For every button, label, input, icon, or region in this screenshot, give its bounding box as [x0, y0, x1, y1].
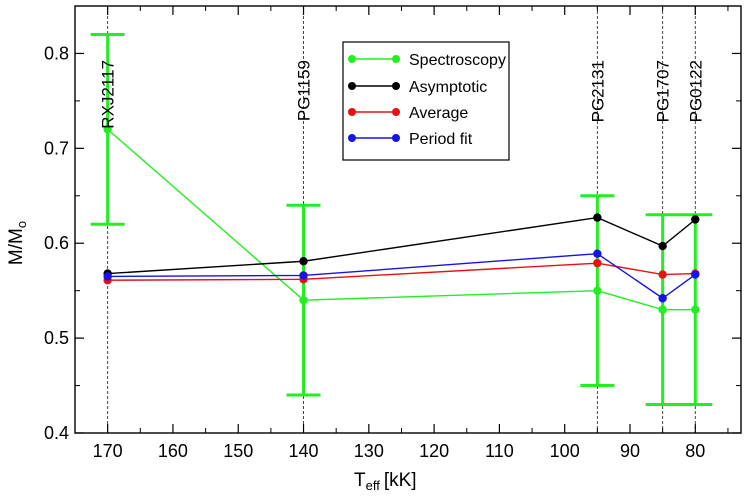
series-asymptotic: [103, 213, 700, 278]
x-tick-label: 80: [685, 441, 705, 461]
y-tick-label: 0.7: [44, 138, 69, 158]
y-axis-title-sub: o: [14, 221, 29, 228]
y-tick-label: 0.6: [44, 233, 69, 253]
x-axis-title-main: T: [354, 470, 366, 491]
y-axis-title: M/Mo: [6, 221, 29, 265]
data-point: [658, 305, 667, 314]
plot-frame: [74, 5, 742, 434]
legend-label-spectroscopy: Spectroscopy: [409, 52, 506, 69]
x-axis-title-sub: eff: [366, 478, 381, 493]
y-tick-label: 0.5: [44, 328, 69, 348]
star-label: PG1707: [654, 60, 673, 122]
data-point: [593, 213, 602, 222]
x-tick-label: 90: [620, 441, 640, 461]
data-point: [691, 215, 700, 224]
legend-item-asymptotic: Asymptotic: [348, 79, 487, 96]
star-labels: RXJ2117 PG1159 PG2131 PG1707 PG0122: [99, 60, 706, 129]
data-point: [593, 286, 602, 295]
series-layer: [90, 32, 713, 407]
y-tick-label: 0.4: [44, 423, 69, 443]
data-point: [299, 271, 308, 280]
x-tick-label: 160: [158, 441, 188, 461]
y-axis-title-main: M/M: [6, 228, 27, 265]
x-tick-label: 110: [485, 441, 514, 461]
data-point: [299, 257, 308, 266]
data-point: [691, 270, 700, 279]
x-tick-label: 140: [289, 441, 319, 461]
data-point: [658, 294, 667, 303]
x-tick-label: 170: [93, 441, 123, 461]
legend-item-spectroscopy: Spectroscopy: [348, 52, 506, 69]
star-label: RXJ2117: [99, 60, 118, 129]
legend-item-period-fit: Period fit: [348, 131, 473, 148]
data-point: [103, 272, 112, 281]
x-tick-label: 130: [354, 441, 384, 461]
star-label: PG0122: [686, 60, 705, 122]
axes-layer: 170 160 150 140 130 120 110 100 90 80 0.4 0.5 0.6 0.7…: [44, 5, 741, 461]
legend: Spectroscopy Asymptotic Average Period f…: [342, 41, 510, 161]
x-axis-title: Teff [kK]: [354, 470, 417, 493]
series-spectroscopy: [90, 32, 713, 407]
data-point: [593, 249, 602, 258]
x-tick-label: 120: [419, 441, 449, 461]
star-label: PG1159: [295, 60, 314, 121]
x-tick-label: 100: [550, 441, 580, 461]
data-point: [103, 125, 112, 134]
legend-label-average: Average: [409, 105, 468, 122]
x-axis-title-unit: [kK]: [384, 470, 417, 491]
y-tick-label: 0.8: [44, 43, 69, 63]
data-point: [593, 258, 602, 268]
series-period-fit: [103, 249, 700, 303]
star-label: PG2131: [588, 60, 607, 122]
legend-label-asymptotic: Asymptotic: [409, 79, 487, 96]
x-tick-label: 150: [223, 441, 253, 461]
data-point: [299, 295, 308, 305]
data-point: [658, 241, 667, 251]
data-point: [691, 305, 700, 314]
legend-box: [342, 41, 510, 161]
data-point: [658, 270, 667, 279]
legend-label-period-fit: Period fit: [409, 131, 473, 148]
legend-item-average: Average: [348, 105, 468, 122]
